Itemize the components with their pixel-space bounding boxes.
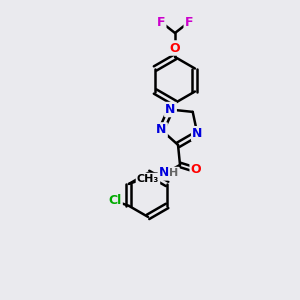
Text: F: F <box>157 16 165 28</box>
Text: F: F <box>185 16 193 28</box>
Text: N: N <box>159 167 169 179</box>
Text: O: O <box>191 164 201 176</box>
Text: N: N <box>156 124 167 136</box>
Text: O: O <box>170 41 180 55</box>
Text: N: N <box>165 103 176 116</box>
Text: CH₃: CH₃ <box>137 174 159 184</box>
Text: Cl: Cl <box>108 194 122 207</box>
Text: H: H <box>169 168 178 178</box>
Text: N: N <box>192 127 203 140</box>
